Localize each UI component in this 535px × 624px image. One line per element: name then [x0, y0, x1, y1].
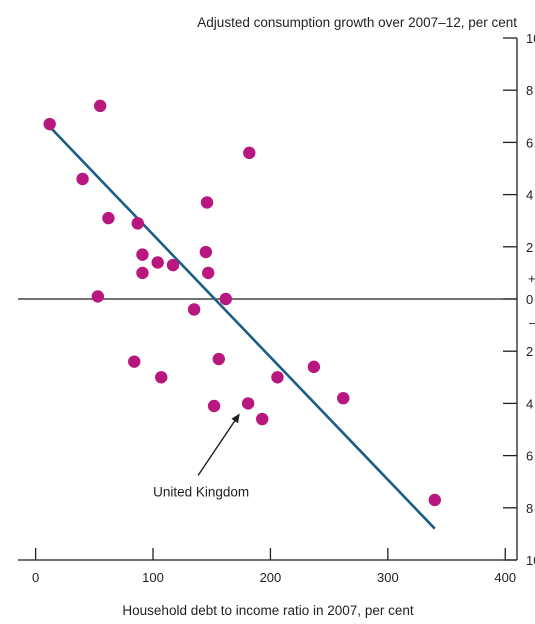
x-tick-label: 0 — [32, 570, 39, 585]
trend-line-segment — [48, 125, 436, 530]
x-axis-ticks: 0 100 200 300 400 — [32, 548, 516, 585]
data-point — [136, 266, 149, 280]
data-point — [271, 371, 284, 384]
data-point — [91, 290, 105, 303]
y-tick-label: 4 — [526, 396, 533, 411]
data-points — [43, 99, 442, 507]
trend-line — [48, 125, 436, 530]
data-point — [241, 397, 255, 410]
data-point — [212, 352, 225, 366]
data-point — [256, 412, 269, 426]
data-point — [243, 146, 256, 160]
data-point — [219, 292, 233, 306]
data-point — [136, 248, 149, 261]
y-tick-label: 6 — [526, 135, 533, 150]
data-point — [200, 196, 214, 209]
y-tick-label: 0 — [526, 292, 533, 307]
x-tick-label: 300 — [377, 570, 399, 585]
annotation-label: United Kingdom — [153, 484, 249, 499]
data-point — [76, 172, 89, 186]
data-point — [307, 360, 321, 374]
data-point — [166, 258, 180, 272]
data-point — [43, 117, 56, 131]
data-point — [128, 355, 141, 368]
annotations: United Kingdom — [153, 413, 249, 499]
data-point — [151, 256, 164, 269]
data-point — [199, 245, 213, 259]
data-point — [93, 99, 107, 113]
data-point — [155, 371, 168, 384]
y-axis-title: Adjusted consumption growth over 2007–12… — [197, 15, 517, 30]
data-point — [207, 399, 221, 413]
y-tick-label: 8 — [526, 83, 533, 98]
y-tick-label: 10 — [526, 31, 535, 46]
x-tick-label: 200 — [260, 570, 282, 585]
data-point — [187, 303, 201, 316]
data-point — [428, 493, 442, 507]
data-point — [337, 391, 350, 405]
y-tick-label: 2 — [526, 240, 533, 255]
data-point — [131, 217, 144, 230]
x-axis-title: Household debt to income ratio in 2007, … — [122, 603, 413, 618]
y-positive-sign: + — [528, 271, 535, 286]
y-tick-label: 10 — [526, 553, 535, 568]
y-tick-label: 6 — [526, 449, 533, 464]
data-point — [202, 266, 215, 280]
x-tick-label: 100 — [142, 570, 164, 585]
data-point — [102, 211, 115, 225]
y-tick-label: 2 — [526, 344, 533, 359]
y-tick-label: 4 — [526, 188, 533, 203]
x-tick-label: 400 — [494, 570, 516, 585]
annotation-arrow — [197, 413, 240, 476]
y-tick-label: 8 — [526, 501, 533, 516]
y-negative-sign: – — [529, 315, 535, 330]
y-axis-ticks: 10 8 6 4 2 0 2 4 6 8 10 + – — [503, 31, 535, 568]
